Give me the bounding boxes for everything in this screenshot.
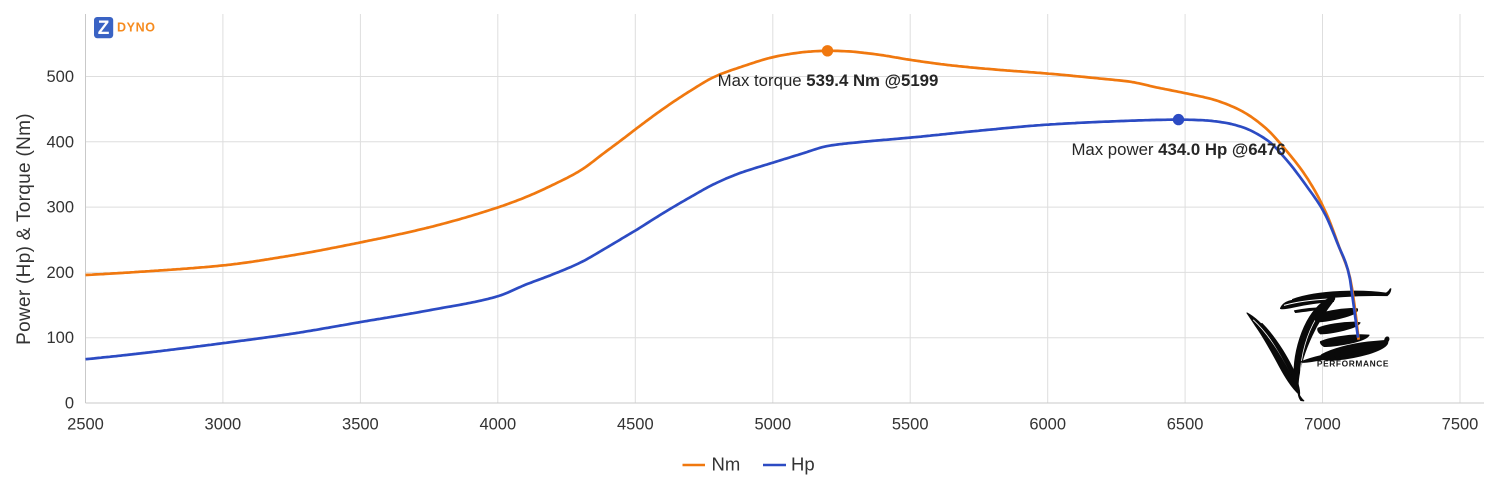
svg-text:Power (Hp) & Torque (Nm): Power (Hp) & Torque (Nm) bbox=[14, 113, 35, 345]
svg-text:7000: 7000 bbox=[1304, 416, 1341, 434]
svg-text:5000: 5000 bbox=[754, 416, 791, 434]
svg-text:6000: 6000 bbox=[1029, 416, 1066, 434]
svg-text:500: 500 bbox=[46, 68, 74, 86]
svg-text:Hp: Hp bbox=[791, 454, 815, 475]
svg-text:7500: 7500 bbox=[1442, 416, 1479, 434]
svg-text:0: 0 bbox=[65, 395, 74, 413]
svg-text:6500: 6500 bbox=[1167, 416, 1204, 434]
svg-text:400: 400 bbox=[46, 133, 74, 151]
svg-text:DYNO: DYNO bbox=[117, 21, 156, 35]
svg-text:300: 300 bbox=[46, 199, 74, 217]
svg-text:Max power 434.0 Hp @6476: Max power 434.0 Hp @6476 bbox=[1071, 140, 1285, 159]
svg-text:100: 100 bbox=[46, 329, 74, 347]
svg-text:Z: Z bbox=[98, 18, 110, 39]
svg-text:3000: 3000 bbox=[205, 416, 242, 434]
svg-text:2500: 2500 bbox=[67, 416, 104, 434]
svg-text:Max torque 539.4 Nm @5199: Max torque 539.4 Nm @5199 bbox=[718, 71, 939, 90]
svg-text:5500: 5500 bbox=[892, 416, 929, 434]
svg-text:3500: 3500 bbox=[342, 416, 379, 434]
svg-text:200: 200 bbox=[46, 264, 74, 282]
svg-text:4000: 4000 bbox=[479, 416, 516, 434]
svg-text:4500: 4500 bbox=[617, 416, 654, 434]
svg-text:Nm: Nm bbox=[712, 454, 741, 475]
svg-text:PERFORMANCE: PERFORMANCE bbox=[1317, 359, 1389, 369]
